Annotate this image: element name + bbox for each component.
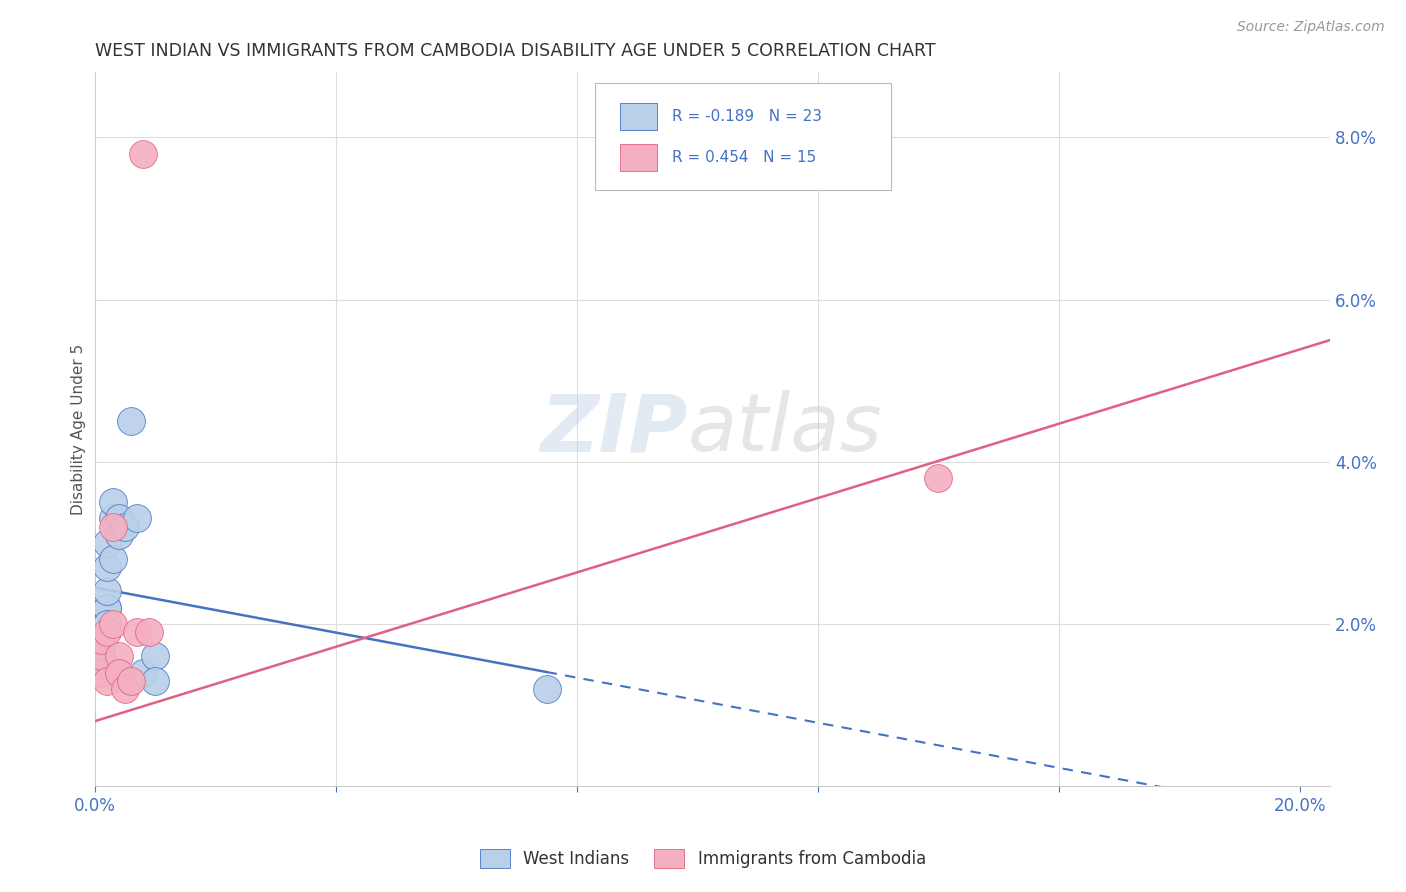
Point: [107, 527, 129, 541]
Point: [107, 665, 129, 680]
Point: [90, 665, 112, 680]
Point: [101, 511, 124, 525]
Point: [96, 616, 118, 631]
Point: [132, 146, 155, 161]
Point: [96, 625, 118, 640]
Point: [536, 681, 558, 696]
Text: Source: ZipAtlas.com: Source: ZipAtlas.com: [1237, 20, 1385, 34]
Point: [96, 600, 118, 615]
Text: R = -0.189   N = 23: R = -0.189 N = 23: [672, 109, 821, 124]
Point: [120, 414, 142, 428]
Text: atlas: atlas: [688, 391, 883, 468]
Point: [101, 552, 124, 566]
Point: [90, 641, 112, 656]
Point: [96, 560, 118, 574]
Point: [96, 536, 118, 550]
Point: [96, 584, 118, 599]
Point: [143, 673, 166, 688]
Point: [101, 519, 124, 533]
Point: [138, 625, 160, 640]
Point: [90, 633, 112, 648]
Point: [90, 649, 112, 664]
Point: [927, 471, 949, 485]
Point: [90, 665, 112, 680]
Point: [125, 511, 148, 525]
Point: [90, 633, 112, 648]
Legend: West Indians, Immigrants from Cambodia: West Indians, Immigrants from Cambodia: [474, 842, 932, 875]
Point: [107, 649, 129, 664]
Bar: [620, 144, 657, 171]
Text: ZIP: ZIP: [540, 391, 688, 468]
Point: [125, 625, 148, 640]
Point: [101, 495, 124, 509]
Point: [90, 649, 112, 664]
Point: [120, 673, 142, 688]
Point: [101, 616, 124, 631]
Point: [132, 665, 155, 680]
Point: [114, 519, 136, 533]
Point: [143, 649, 166, 664]
Point: [96, 673, 118, 688]
Point: [90, 657, 112, 672]
Point: [107, 511, 129, 525]
Y-axis label: Disability Age Under 5: Disability Age Under 5: [72, 343, 86, 515]
FancyBboxPatch shape: [595, 83, 891, 190]
Text: R = 0.454   N = 15: R = 0.454 N = 15: [672, 150, 815, 165]
Point: [96, 600, 118, 615]
Bar: [620, 103, 657, 130]
Text: WEST INDIAN VS IMMIGRANTS FROM CAMBODIA DISABILITY AGE UNDER 5 CORRELATION CHART: WEST INDIAN VS IMMIGRANTS FROM CAMBODIA …: [94, 42, 935, 60]
Point: [114, 681, 136, 696]
